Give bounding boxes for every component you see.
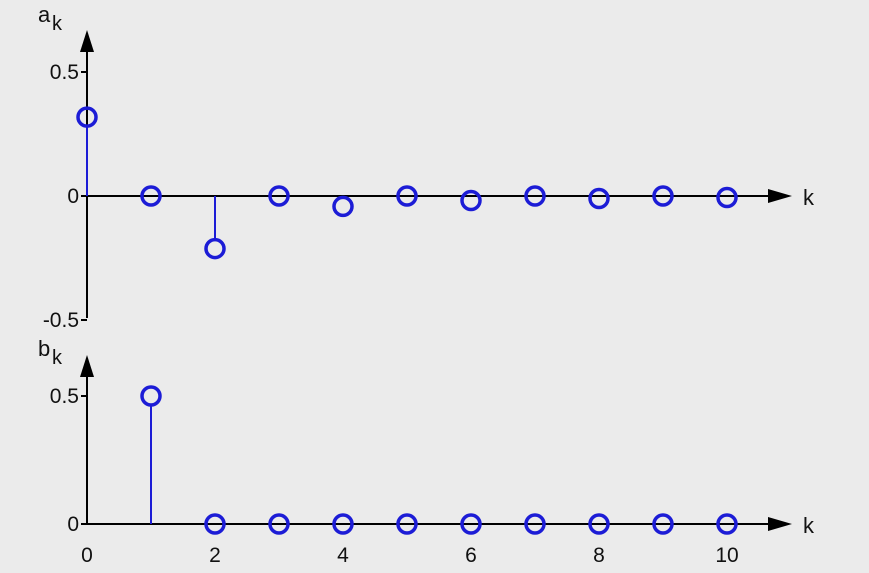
- panel1-y-axis-arrow: [80, 30, 94, 52]
- panel2-stem-marker: [652, 513, 674, 535]
- panel1-y-label-sub: k: [52, 13, 63, 35]
- panel1-stem-marker: [652, 185, 674, 207]
- panel2-y-axis-arrow: [80, 355, 94, 377]
- panel2-y-tick-label: 0: [67, 513, 79, 536]
- panel2-x-axis-arrow: [768, 517, 792, 531]
- panel2-stem-marker: [396, 513, 418, 535]
- panel1-x-axis-arrow: [768, 189, 792, 203]
- panel2-y-tick-label: 0.5: [50, 385, 79, 408]
- panel1-x-label: k: [803, 185, 815, 210]
- panel2-stem-marker: [204, 513, 226, 535]
- panel2-stem-marker: [140, 385, 162, 407]
- panel2-x-label: k: [803, 513, 815, 538]
- panel2-stem-marker: [268, 513, 290, 535]
- panel2-x-tick-label: 6: [465, 544, 477, 567]
- panel1-stem-marker: [76, 106, 98, 128]
- panel2-x-tick-label: 0: [81, 544, 93, 567]
- panel1-stem-marker: [716, 186, 738, 209]
- panel1-stem-marker: [140, 185, 162, 207]
- panel1-y-tick-label: -0.5: [43, 309, 79, 332]
- panel1-stem-marker: [588, 187, 610, 210]
- panel1-stem-marker: [524, 185, 546, 207]
- panel2-y-label-sub: k: [52, 347, 63, 369]
- panel2-stem-marker: [524, 513, 546, 535]
- panel1-y-tick-label: 0.5: [50, 61, 79, 84]
- panel1-stem-marker: [268, 185, 290, 207]
- panel1-stem-marker: [396, 185, 418, 207]
- panel1-stem-marker: [332, 195, 354, 218]
- panel2-x-tick-label: 4: [337, 544, 349, 567]
- panel2-x-tick-label: 10: [715, 544, 738, 567]
- panel1-stem-marker: [204, 237, 226, 260]
- panel2-stem-marker: [588, 513, 610, 535]
- panel2-stem-marker: [716, 513, 738, 535]
- panel1-stem-marker: [460, 189, 482, 212]
- panel2-stem-marker: [460, 513, 482, 535]
- panel2-y-label: b: [38, 336, 50, 361]
- panel2-stem-marker: [332, 513, 354, 535]
- panel2-x-tick-label: 2: [209, 544, 221, 567]
- panel1-y-tick-label: 0: [67, 185, 79, 208]
- panel2-x-tick-label: 8: [593, 544, 605, 567]
- panel1-y-label: a: [38, 2, 51, 27]
